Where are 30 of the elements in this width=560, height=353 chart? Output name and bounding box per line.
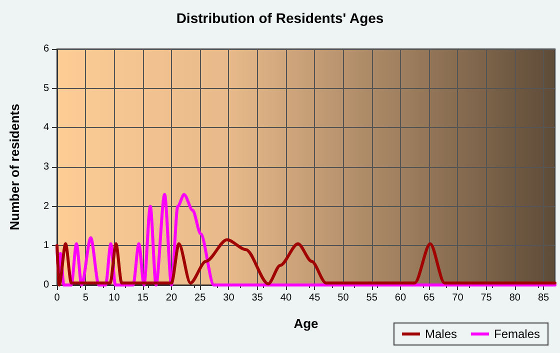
x-tick-label: 50 bbox=[338, 292, 350, 304]
x-tick-label: 60 bbox=[394, 292, 406, 304]
x-tick-label: 70 bbox=[452, 292, 464, 304]
x-tick-label: 15 bbox=[137, 292, 149, 304]
x-tick-label: 85 bbox=[538, 292, 550, 304]
x-tick-label: 65 bbox=[424, 292, 436, 304]
y-tick-label: 2 bbox=[43, 200, 50, 212]
x-tick-label: 55 bbox=[366, 292, 378, 304]
x-tick-label: 0 bbox=[54, 292, 60, 304]
chart-title: Distribution of Residents' Ages bbox=[176, 10, 384, 26]
x-tick-label: 75 bbox=[480, 292, 492, 304]
x-tick-label: 30 bbox=[223, 292, 235, 304]
x-tick-label: 45 bbox=[309, 292, 321, 304]
y-axis-title: Number of residents bbox=[7, 104, 22, 230]
legend-label: Females bbox=[494, 327, 540, 341]
y-tick-label: 0 bbox=[43, 280, 50, 290]
x-tick-label: 20 bbox=[166, 292, 178, 304]
x-axis-title: Age bbox=[294, 316, 318, 331]
y-tick-label: 6 bbox=[43, 44, 50, 54]
y-tick-label: 4 bbox=[43, 122, 50, 134]
x-tick-label: 25 bbox=[194, 292, 206, 304]
x-tick-label: 35 bbox=[252, 292, 264, 304]
legend-label: Males bbox=[424, 327, 457, 341]
y-tick-label: 5 bbox=[43, 82, 50, 94]
y-tick-label: 1 bbox=[43, 240, 50, 252]
x-tick-label: 5 bbox=[82, 292, 89, 304]
x-tick-label: 40 bbox=[280, 292, 292, 304]
y-tick-label: 3 bbox=[43, 162, 50, 172]
x-tick-label: 80 bbox=[509, 292, 521, 304]
x-tick-label: 10 bbox=[108, 292, 120, 304]
